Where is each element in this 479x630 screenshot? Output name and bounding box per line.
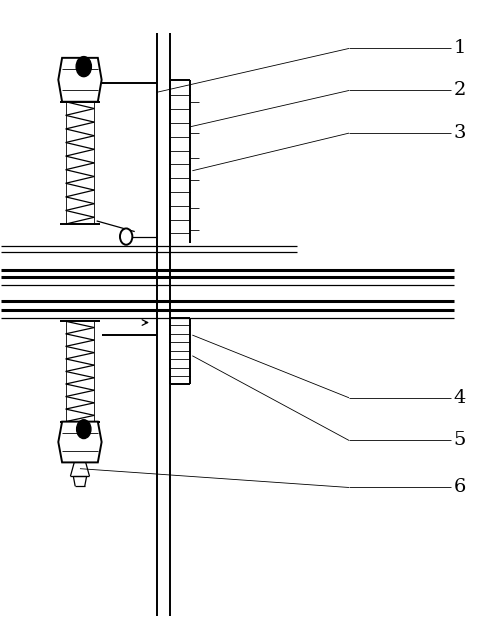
Polygon shape (58, 421, 102, 462)
Text: 3: 3 (454, 124, 466, 142)
Text: 6: 6 (454, 479, 466, 496)
Text: 1: 1 (454, 40, 466, 57)
Text: 2: 2 (454, 81, 466, 100)
Polygon shape (58, 58, 102, 101)
Circle shape (77, 420, 91, 438)
Text: 5: 5 (454, 432, 466, 449)
Text: 4: 4 (454, 389, 466, 407)
Circle shape (120, 229, 132, 244)
Circle shape (76, 57, 91, 77)
